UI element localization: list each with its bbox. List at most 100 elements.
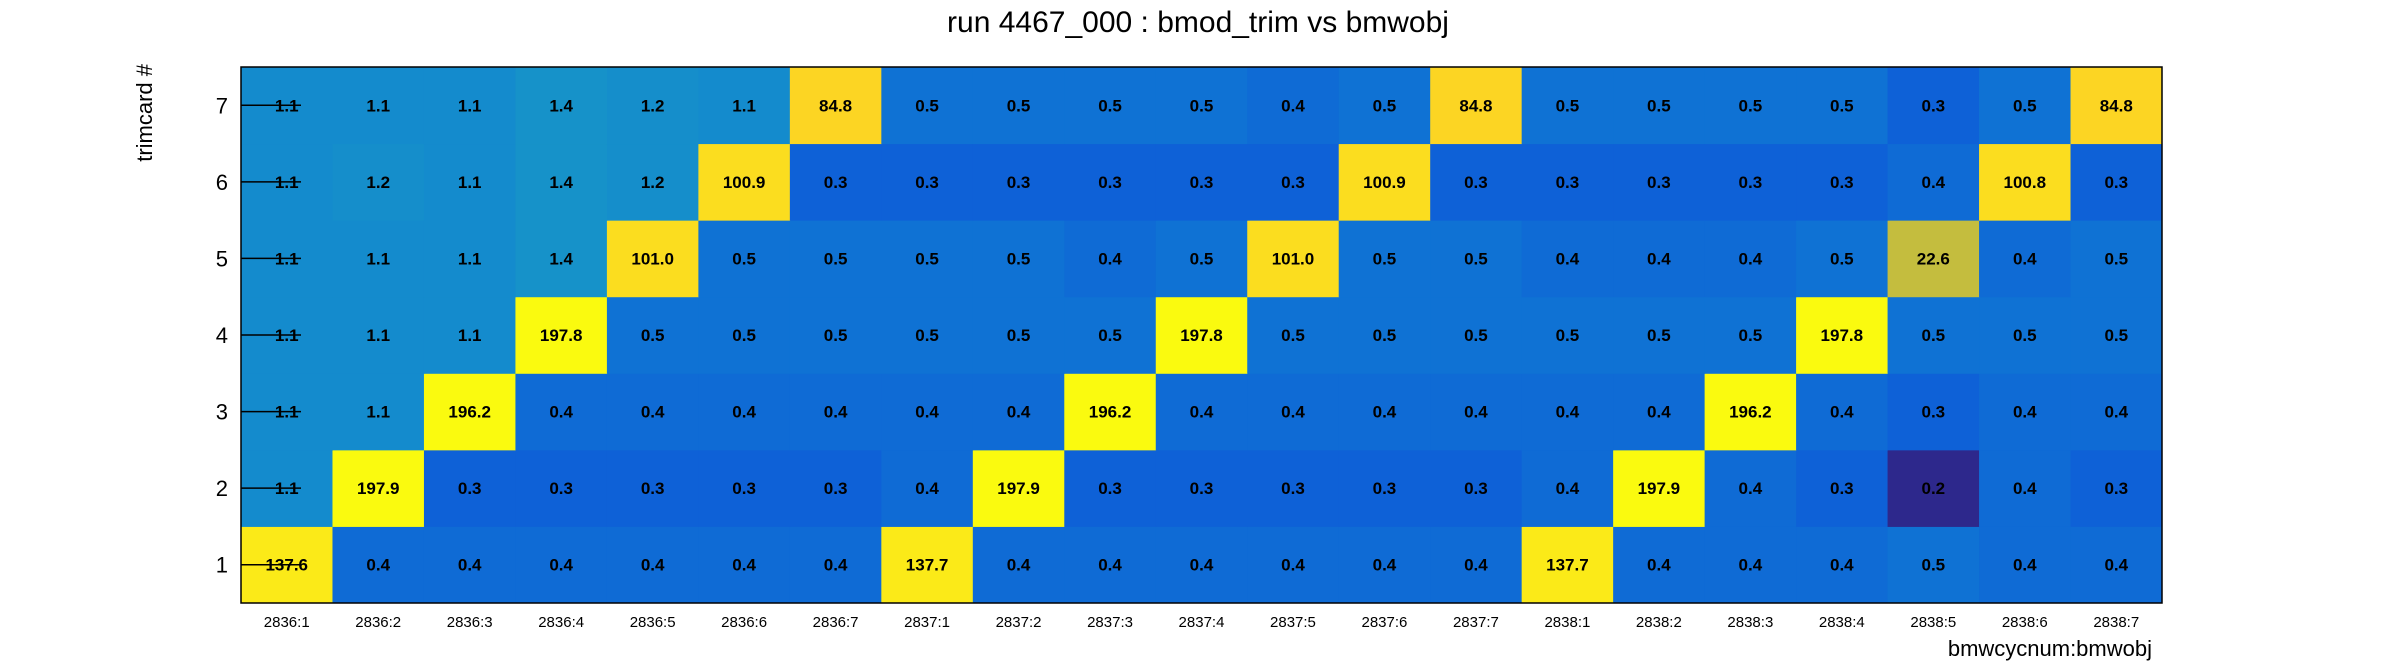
y-tick-label: 4 <box>216 323 228 348</box>
heatmap-cell <box>515 143 608 221</box>
heatmap-cell <box>2070 220 2163 298</box>
cell-value-label: 1.1 <box>366 96 390 115</box>
cell-value-label: 100.8 <box>2004 173 2047 192</box>
heatmap-cell <box>1979 526 2072 604</box>
heatmap-cell <box>332 67 425 145</box>
heatmap-cell <box>881 67 974 145</box>
heatmap-cell <box>606 526 699 604</box>
heatmap-cell <box>881 373 974 451</box>
x-tick-label: 2836:7 <box>813 614 859 631</box>
cell-value-label: 1.1 <box>366 403 390 422</box>
cell-value-label: 0.4 <box>1647 556 1671 575</box>
heatmap-cell <box>698 373 791 451</box>
heatmap-cell <box>1064 143 1157 221</box>
cell-value-label: 0.5 <box>915 326 939 345</box>
heatmap-cell <box>1338 143 1431 221</box>
heatmap-cell <box>606 220 699 298</box>
cell-value-label: 0.3 <box>732 479 756 498</box>
cell-value-label: 0.4 <box>1739 556 1763 575</box>
cell-value-label: 0.3 <box>1464 173 1488 192</box>
heatmap-cell <box>1338 220 1431 298</box>
cell-value-label: 0.3 <box>549 479 573 498</box>
cell-value-label: 0.4 <box>915 403 939 422</box>
y-tick-label: 3 <box>216 400 228 425</box>
heatmap-cell <box>1064 67 1157 145</box>
x-tick-label: 2836:2 <box>355 614 401 631</box>
cell-value-label: 0.3 <box>1921 403 1945 422</box>
cell-value-label: 0.4 <box>1556 479 1580 498</box>
heatmap-cell <box>1430 67 1523 145</box>
heatmap-cell <box>515 67 608 145</box>
heatmap-cell <box>1979 67 2072 145</box>
cell-value-label: 0.4 <box>732 403 756 422</box>
cell-value-label: 0.4 <box>549 556 573 575</box>
cell-value-label: 0.4 <box>1647 403 1671 422</box>
heatmap-cell <box>1979 220 2072 298</box>
heatmap-cell <box>1613 373 1706 451</box>
heatmap-cell <box>2070 373 2163 451</box>
heatmap-cell <box>698 296 791 374</box>
heatmap-cell <box>789 373 882 451</box>
heatmap-cell <box>1521 296 1614 374</box>
heatmap-cell <box>1704 67 1797 145</box>
cell-value-label: 0.5 <box>1007 326 1031 345</box>
heatmap-cell <box>1521 449 1614 527</box>
heatmap-cell <box>1521 67 1614 145</box>
heatmap-cell <box>1338 526 1431 604</box>
cell-value-label: 0.5 <box>1373 96 1397 115</box>
heatmap-cell <box>515 296 608 374</box>
heatmap-cell <box>972 373 1065 451</box>
cell-value-label: 0.3 <box>1373 479 1397 498</box>
cell-value-label: 0.4 <box>732 556 756 575</box>
cell-value-label: 0.4 <box>824 556 848 575</box>
heatmap-cell <box>2070 449 2163 527</box>
cell-value-label: 1.1 <box>366 249 390 268</box>
heatmap-cell <box>1887 220 1980 298</box>
heatmap-cell <box>332 373 425 451</box>
heatmap-cell <box>1887 526 1980 604</box>
cell-value-label: 0.4 <box>1190 556 1214 575</box>
y-tick-label: 5 <box>216 246 228 271</box>
heatmap-cell <box>1155 67 1248 145</box>
cell-value-label: 0.4 <box>2013 403 2037 422</box>
cell-value-label: 0.4 <box>1739 249 1763 268</box>
heatmap-cell <box>881 449 974 527</box>
heatmap-cell <box>1796 449 1889 527</box>
heatmap-cell <box>515 449 608 527</box>
cell-value-label: 0.5 <box>2013 326 2037 345</box>
heatmap-cell <box>1064 526 1157 604</box>
heatmap-cell <box>1247 526 1340 604</box>
cell-value-label: 0.5 <box>1921 556 1945 575</box>
cell-value-label: 0.5 <box>732 326 756 345</box>
cell-value-label: 196.2 <box>1729 403 1772 422</box>
heatmap-cell <box>606 449 699 527</box>
heatmap-cell <box>423 220 516 298</box>
heatmap-cell <box>1613 67 1706 145</box>
heatmap-cell <box>1338 373 1431 451</box>
heatmap-cell <box>1796 67 1889 145</box>
heatmap-cell <box>2070 526 2163 604</box>
cell-value-label: 84.8 <box>2100 96 2133 115</box>
cell-value-label: 0.4 <box>366 556 390 575</box>
cell-value-label: 0.4 <box>1281 96 1305 115</box>
cell-value-label: 0.4 <box>2013 479 2037 498</box>
cell-value-label: 0.4 <box>2104 403 2128 422</box>
cell-value-label: 197.9 <box>357 479 400 498</box>
x-tick-label: 2836:5 <box>630 614 676 631</box>
cell-value-label: 0.3 <box>824 479 848 498</box>
heatmap-cell <box>1155 143 1248 221</box>
x-tick-label: 2838:5 <box>1910 614 1956 631</box>
x-tick-label: 2838:3 <box>1727 614 1773 631</box>
cell-value-label: 0.4 <box>549 403 573 422</box>
x-tick-label: 2836:4 <box>538 614 584 631</box>
x-tick-label: 2838:4 <box>1819 614 1865 631</box>
heatmap-cell <box>1796 143 1889 221</box>
cell-value-label: 1.1 <box>458 249 482 268</box>
cell-value-label: 0.4 <box>1556 249 1580 268</box>
x-tick-label: 2838:2 <box>1636 614 1682 631</box>
cell-value-label: 1.2 <box>641 173 665 192</box>
cell-value-label: 0.3 <box>1098 173 1122 192</box>
cell-value-label: 0.5 <box>824 326 848 345</box>
heatmap-cell <box>606 67 699 145</box>
heatmap-cell <box>515 373 608 451</box>
